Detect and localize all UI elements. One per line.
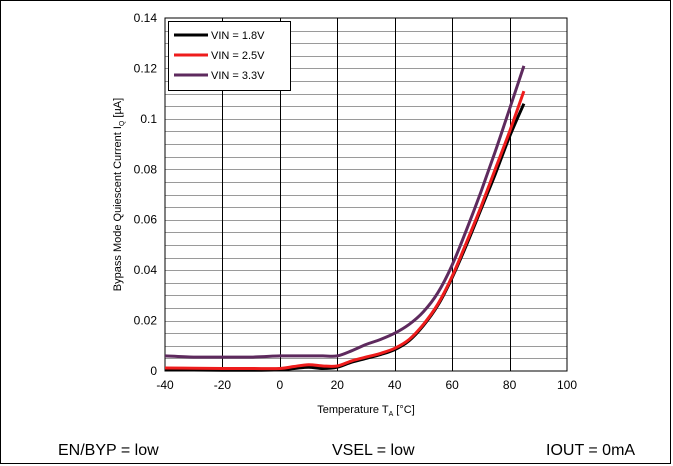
plot-area [164,17,568,372]
y-tick-label: 0.1 [140,112,157,126]
condition-iout: IOUT = 0mA [546,442,636,459]
y-tick-label: 0.04 [134,263,158,277]
condition-vsel: VSEL = low [332,442,415,459]
legend: VIN = 1.8V VIN = 2.5V VIN = 3.3V [168,21,291,91]
x-axis-title: Temperature TA [°C] [317,404,415,418]
x-tick-label: -20 [214,378,232,392]
series-line-3 [164,65,526,359]
y-axis-title: Bypass Mode Quiescent Current IQ [µA] [112,98,126,291]
y-tick-label: 0.14 [134,11,158,25]
x-tick-label: 100 [557,378,577,392]
series-line-2 [164,90,526,371]
y-tick-label: 0 [150,364,157,378]
tick-labels: -40 -20 0 20 40 60 80 100 0 0.02 0.04 0.06 0.08 0.1 0.… [134,11,578,392]
series-layer [164,65,526,372]
x-tick-label: 40 [388,378,402,392]
y-tick-label: 0.02 [134,314,158,328]
x-tick-label: 20 [331,378,345,392]
x-tick-label: -40 [156,378,174,392]
y-tick-label: 0.06 [134,213,158,227]
y-tick-label: 0.08 [134,162,158,176]
legend-label: VIN = 1.8V [211,30,265,42]
x-tick-label: 80 [503,378,517,392]
y-tick-label: 0.12 [134,61,158,75]
x-tick-label: 60 [445,378,459,392]
legend-label: VIN = 3.3V [211,70,265,82]
condition-en-byp: EN/BYP = low [58,442,159,459]
x-tick-label: 0 [277,378,284,392]
legend-label: VIN = 2.5V [211,50,265,62]
